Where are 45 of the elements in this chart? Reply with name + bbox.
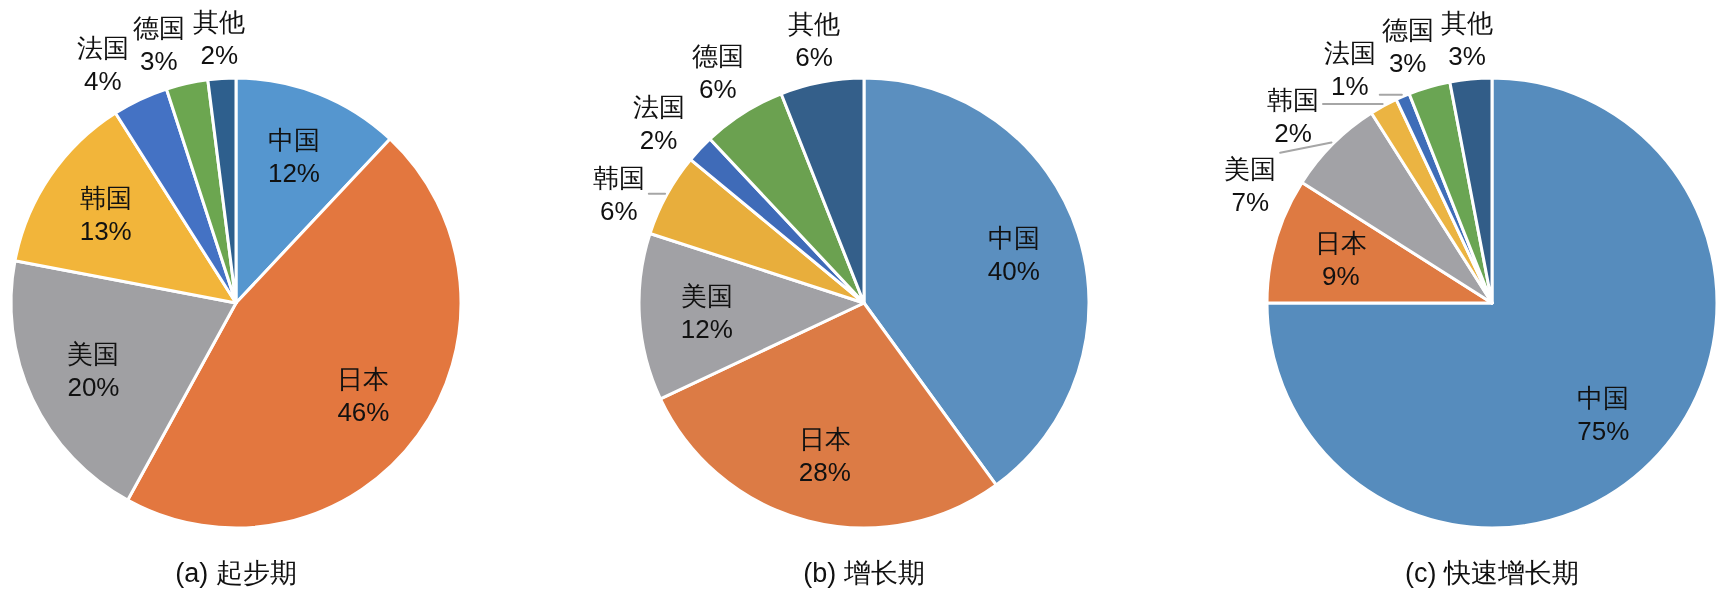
slice-label: 法国 xyxy=(1323,38,1376,69)
data-label: 6% xyxy=(600,196,638,227)
slice-label: 美国 xyxy=(67,338,120,369)
data-label: 4% xyxy=(84,66,122,97)
data-label: 3% xyxy=(140,45,178,76)
data-label: 75% xyxy=(1577,415,1630,446)
slice-label: 日本 xyxy=(798,424,851,455)
slice-label: 美国 xyxy=(680,281,733,312)
data-label: 3% xyxy=(1448,40,1486,71)
data-label: 2% xyxy=(200,40,239,71)
data-label: 6% xyxy=(698,74,737,104)
data-label: 40% xyxy=(987,255,1040,286)
data-label: 12% xyxy=(267,158,320,189)
slice-label: 法国 xyxy=(632,91,685,122)
data-label: 20% xyxy=(67,371,120,402)
data-label: 46% xyxy=(337,397,390,428)
data-label: 12% xyxy=(680,314,733,345)
slice-label: 美国 xyxy=(1224,153,1277,184)
text: (a) 起步期 xyxy=(175,558,297,588)
slice-label: 日本 xyxy=(337,364,390,395)
slice-label: 法国 xyxy=(76,33,129,64)
slice-label: 其他 xyxy=(1441,7,1494,38)
slice-label: 日本 xyxy=(1314,227,1367,258)
data-label: 9% xyxy=(1321,260,1360,291)
data-label: 1% xyxy=(1330,71,1369,102)
slice-label: 其他 xyxy=(193,7,246,38)
slice-label: 德国 xyxy=(691,41,744,71)
slice-label: 中国 xyxy=(987,222,1040,253)
text: (b) 增长期 xyxy=(803,558,925,588)
data-label: 28% xyxy=(798,457,851,488)
slice-label: 其他 xyxy=(787,9,840,40)
data-label: 6% xyxy=(795,42,833,73)
slice-label: 中国 xyxy=(1577,382,1630,413)
data-label: 2% xyxy=(639,124,678,155)
data-label: 2% xyxy=(1274,117,1312,148)
slice-label: 德国 xyxy=(1381,15,1434,46)
slice-label: 韩国 xyxy=(79,182,132,213)
text: (c) 快速增长期 xyxy=(1405,558,1579,588)
slice-label: 德国 xyxy=(132,12,185,43)
slice-label: 韩国 xyxy=(592,163,645,194)
slice-label: 韩国 xyxy=(1266,84,1319,115)
data-label: 7% xyxy=(1231,186,1270,217)
data-label: 3% xyxy=(1388,48,1427,79)
slice-label: 中国 xyxy=(267,125,320,156)
data-label: 13% xyxy=(79,215,132,246)
